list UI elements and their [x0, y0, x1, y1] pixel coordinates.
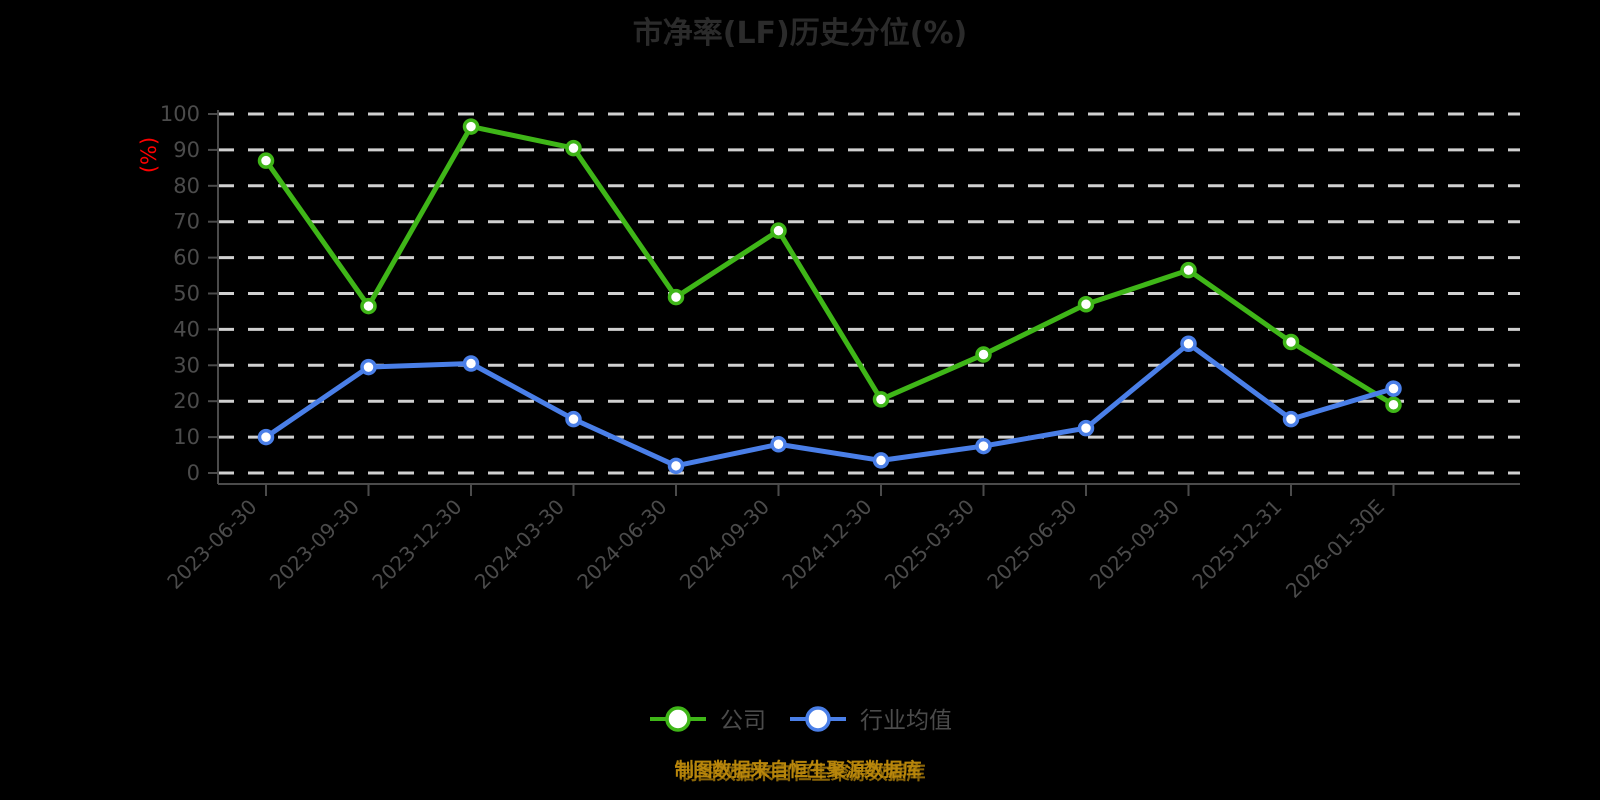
legend-label-industry[interactable]: 行业均值 — [860, 708, 952, 734]
data-point-marker[interactable] — [565, 410, 582, 428]
data-point-marker[interactable] — [975, 437, 992, 455]
data-point-marker[interactable] — [1385, 380, 1402, 397]
grid-lines — [218, 112, 1520, 475]
footer-note: 制图数据来自恒生聚源数据库 — [674, 758, 921, 781]
y-tick-label: 80 — [173, 174, 200, 198]
data-point-marker[interactable] — [360, 358, 377, 376]
data-point-marker[interactable] — [360, 297, 377, 315]
data-point-marker[interactable] — [257, 428, 275, 446]
y-tick-label: 30 — [173, 353, 200, 377]
data-point-marker[interactable] — [1282, 410, 1300, 428]
x-tick-label: 2024-06-30 — [572, 495, 671, 594]
data-point-marker[interactable] — [462, 355, 480, 372]
x-tick-label: 2024-03-30 — [470, 495, 569, 594]
data-point-marker[interactable] — [565, 139, 582, 157]
legend-marker[interactable] — [805, 706, 831, 732]
y-tick-label: 100 — [160, 102, 200, 126]
y-tick-label: 50 — [173, 282, 200, 306]
x-axis-ticks: 2023-06-30 2023-09-30 2023-12-30 2024-03-30… — [162, 484, 1395, 603]
data-point-marker[interactable] — [770, 222, 787, 239]
y-tick-label: 70 — [173, 210, 200, 234]
x-tick-label: 2025-06-30 — [982, 495, 1081, 594]
data-point-marker[interactable] — [770, 436, 787, 453]
y-tick-label: 10 — [173, 425, 200, 449]
data-point-marker[interactable] — [872, 452, 890, 469]
data-point-marker[interactable] — [1385, 396, 1402, 414]
footer-note-shadow: 制图数据来自恒生聚源数据库 — [678, 761, 925, 784]
page-title: 市净率(LF)历史分位(%) — [632, 16, 968, 51]
y-tick-label: 20 — [173, 389, 200, 413]
y-tick-label: 40 — [173, 317, 200, 341]
legend-label-company[interactable]: 公司 — [720, 708, 766, 734]
data-point-marker[interactable] — [667, 288, 685, 306]
x-tick-label: 2024-12-30 — [777, 495, 876, 594]
y-tick-label: 0 — [187, 461, 200, 485]
y-axis-unit-label: (%) — [137, 137, 161, 173]
x-tick-label: 2023-06-30 — [162, 495, 261, 594]
series-line-company — [263, 124, 1396, 408]
data-point-marker[interactable] — [462, 118, 480, 135]
y-axis-ticks: 0 10 20 30 40 50 60 70 80 90 100 — [160, 102, 218, 485]
x-tick-label: 2025-03-30 — [880, 495, 979, 594]
data-point-marker[interactable] — [667, 457, 685, 475]
x-tick-label: 2026-01-30E — [1281, 495, 1389, 603]
y-tick-label: 90 — [173, 138, 200, 162]
x-tick-label: 2025-12-31 — [1187, 495, 1286, 594]
data-point-marker[interactable] — [1077, 296, 1095, 313]
x-tick-label: 2023-12-30 — [367, 495, 466, 594]
y-tick-label: 60 — [173, 246, 200, 270]
data-point-marker[interactable] — [1180, 261, 1197, 279]
data-point-marker[interactable] — [975, 346, 992, 363]
series-line-industry — [263, 341, 1396, 469]
x-tick-label: 2025-09-30 — [1085, 495, 1184, 594]
data-point-marker[interactable] — [257, 152, 275, 169]
x-tick-label: 2023-09-30 — [265, 495, 364, 594]
data-point-marker[interactable] — [1077, 419, 1095, 437]
data-series-layer — [257, 118, 1402, 475]
data-point-marker[interactable] — [1282, 333, 1300, 351]
data-point-marker[interactable] — [872, 391, 890, 408]
chart-legend: 公司 行业均值 — [650, 706, 952, 734]
x-tick-label: 2024-09-30 — [675, 495, 774, 594]
legend-marker[interactable] — [665, 706, 691, 732]
data-point-marker[interactable] — [1180, 335, 1197, 353]
